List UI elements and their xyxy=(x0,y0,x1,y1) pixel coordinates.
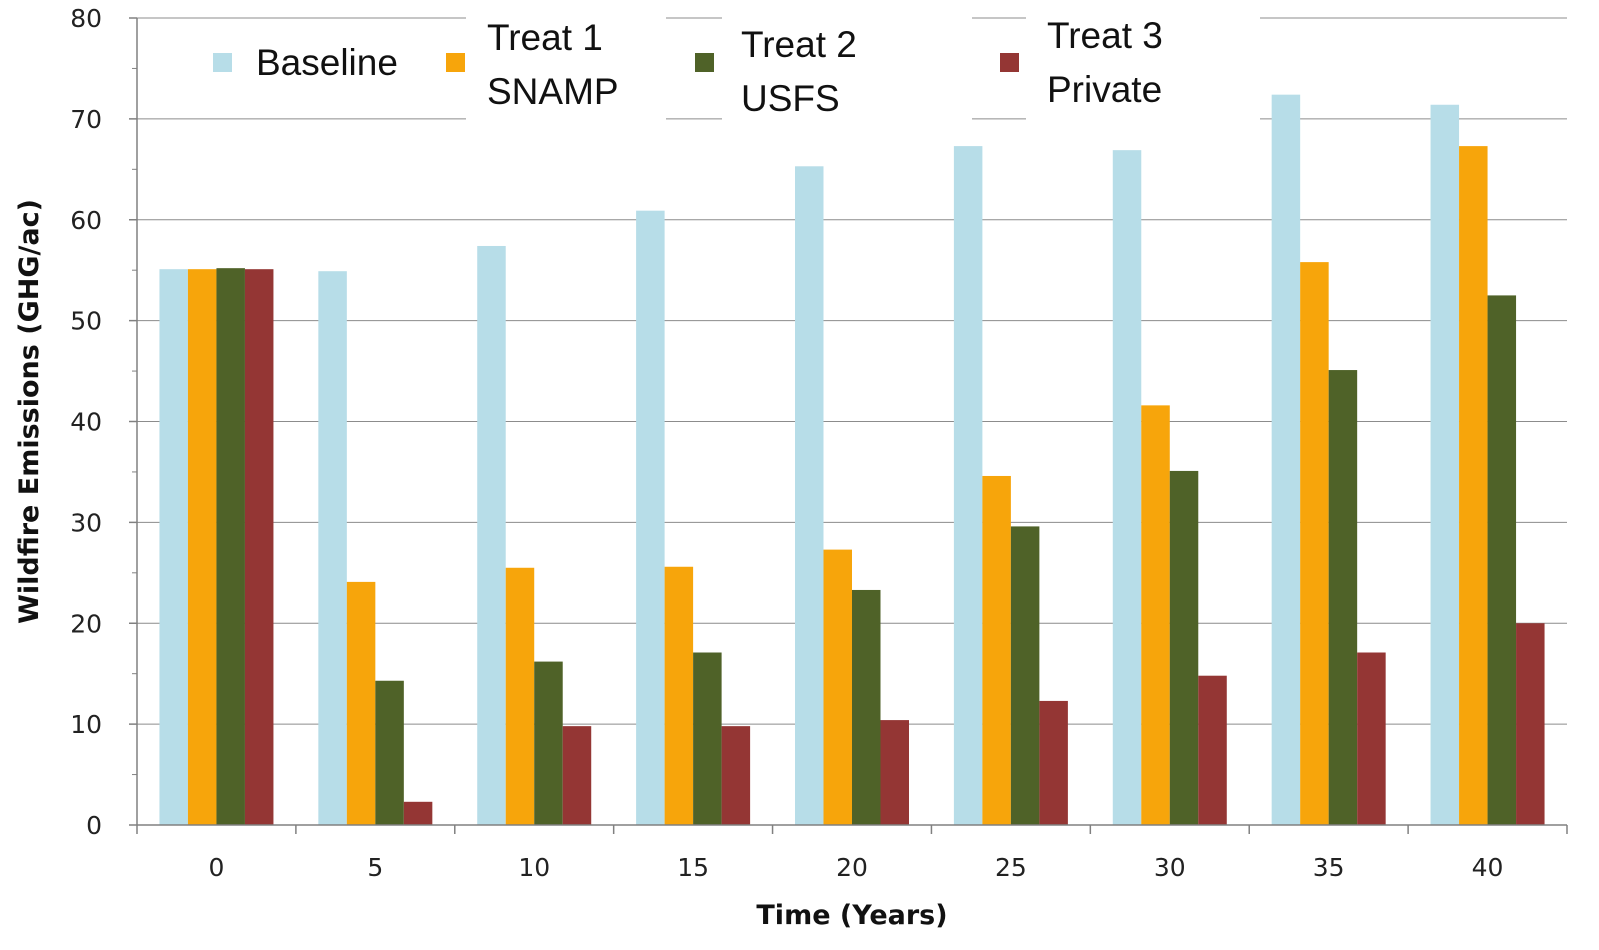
x-tick-label: 5 xyxy=(367,853,383,882)
bar-treat-3-private-year-0 xyxy=(244,269,274,826)
bar-baseline-year-15 xyxy=(636,210,665,825)
bar-treat-3-private-year-5 xyxy=(403,801,433,825)
bar-treat-1-snamp-year-25 xyxy=(982,475,1011,825)
legend-label-backdrop xyxy=(466,0,666,124)
bar-treat-3-private-year-15 xyxy=(721,726,751,825)
legend-label: Private xyxy=(1047,69,1162,110)
bar-treat-1-snamp-year-0 xyxy=(187,269,217,826)
bar-treat-1-snamp-year-20 xyxy=(823,549,852,825)
bar-baseline-year-30 xyxy=(1112,150,1142,826)
bar-baseline-year-0 xyxy=(159,269,188,826)
x-tick-label: 20 xyxy=(836,853,868,882)
bar-treat-1-snamp-year-35 xyxy=(1300,262,1329,825)
bar-treat-2-usfs-year-5 xyxy=(375,680,404,825)
x-tick-label: 35 xyxy=(1313,853,1345,882)
bar-treat-3-private-year-20 xyxy=(880,720,909,825)
legend-swatch xyxy=(695,53,714,72)
bar-treat-1-snamp-year-30 xyxy=(1141,405,1170,825)
bar-treat-3-private-year-10 xyxy=(562,726,592,825)
legend-label: SNAMP xyxy=(487,71,619,112)
bar-baseline-year-40 xyxy=(1430,104,1460,825)
y-tick-label: 50 xyxy=(70,307,102,336)
bar-treat-2-usfs-year-25 xyxy=(1010,526,1040,825)
legend-swatch xyxy=(446,53,465,72)
legend-swatch xyxy=(1000,53,1019,72)
x-axis-title: Time (Years) xyxy=(756,900,947,931)
legend-label: Treat 1 xyxy=(487,17,603,58)
bar-treat-2-usfs-year-0 xyxy=(216,268,245,825)
y-tick-label: 40 xyxy=(70,408,102,437)
bar-baseline-year-10 xyxy=(477,245,506,826)
legend-label: Treat 2 xyxy=(741,24,857,65)
bar-baseline-year-5 xyxy=(318,271,347,825)
y-axis-title: Wildfire Emissions (GHG/ac) xyxy=(14,199,45,624)
bar-baseline-year-25 xyxy=(953,146,983,825)
bar-treat-2-usfs-year-20 xyxy=(852,589,881,825)
bar-treat-2-usfs-year-15 xyxy=(693,652,722,825)
bars xyxy=(159,94,1545,826)
bar-treat-3-private-year-40 xyxy=(1516,623,1545,825)
bar-treat-1-snamp-year-15 xyxy=(664,566,694,825)
bar-baseline-year-20 xyxy=(795,166,824,825)
x-tick-label: 15 xyxy=(677,853,709,882)
legend-label-backdrop xyxy=(722,0,972,124)
bar-treat-1-snamp-year-5 xyxy=(346,581,376,825)
x-tick-label: 10 xyxy=(518,853,550,882)
bar-treat-2-usfs-year-10 xyxy=(534,661,563,825)
bar-treat-3-private-year-30 xyxy=(1198,675,1227,825)
y-tick-labels: 0 10 20 30 40 50 60 70 80 xyxy=(70,4,102,840)
bar-treat-1-snamp-year-40 xyxy=(1459,146,1488,825)
bar-baseline-year-35 xyxy=(1271,94,1301,826)
bar-treat-3-private-year-25 xyxy=(1039,700,1068,825)
legend: Baseline Treat 1 SNAMP Treat 2 USFS Treat 3 Pr… xyxy=(213,0,1260,124)
bar-treat-1-snamp-year-10 xyxy=(505,567,535,825)
legend-swatch xyxy=(213,53,232,72)
y-tick-label: 70 xyxy=(70,105,102,134)
bar-treat-2-usfs-year-30 xyxy=(1169,470,1199,825)
y-tick-label: 80 xyxy=(70,4,102,33)
legend-label: USFS xyxy=(741,78,840,119)
legend-label-backdrop xyxy=(1026,0,1260,124)
x-tick-label: 25 xyxy=(995,853,1027,882)
legend-label: Baseline xyxy=(256,42,398,83)
bar-treat-3-private-year-35 xyxy=(1357,652,1386,825)
y-tick-label: 10 xyxy=(70,710,102,739)
x-tick-label: 30 xyxy=(1154,853,1186,882)
y-tick-label: 30 xyxy=(70,508,102,537)
y-tick-label: 0 xyxy=(86,811,102,840)
x-tick-labels: 0 5 10 15 20 25 30 35 40 xyxy=(208,853,1503,882)
legend-label: Treat 3 xyxy=(1047,15,1163,56)
y-tick-label: 60 xyxy=(70,206,102,235)
bar-treat-2-usfs-year-35 xyxy=(1328,370,1358,825)
x-tick-label: 40 xyxy=(1472,853,1504,882)
axes xyxy=(129,17,1568,834)
x-tick-label: 0 xyxy=(208,853,224,882)
bar-treat-2-usfs-year-40 xyxy=(1487,295,1517,825)
y-tick-label: 20 xyxy=(70,609,102,638)
